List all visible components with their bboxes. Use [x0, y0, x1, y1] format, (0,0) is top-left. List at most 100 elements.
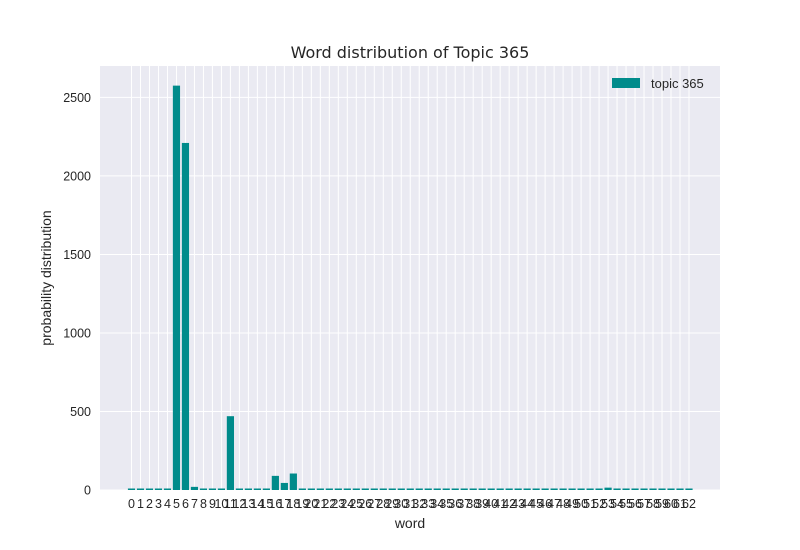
x-tick-label: 38: [466, 497, 480, 511]
bar-59: [658, 488, 666, 490]
bar-5: [172, 85, 181, 490]
legend-swatch: [612, 78, 640, 88]
bar-1: [136, 488, 145, 490]
bar-0: [127, 488, 136, 490]
x-tick-label: 12: [232, 497, 246, 511]
bar-44: [523, 488, 531, 490]
bar-56: [631, 488, 639, 490]
x-tick-label: 21: [313, 497, 327, 511]
bar-11: [226, 416, 235, 490]
x-tick-label: 1: [137, 497, 144, 511]
x-tick-label: 14: [250, 497, 264, 511]
x-tick-label: 29: [385, 497, 399, 511]
bar-43: [514, 488, 522, 490]
x-tick-labels: 0 1 2 3 4 5 6 7 8 9101112131415161718192021222324…: [128, 497, 696, 511]
x-tick-label: 31: [403, 497, 417, 511]
bar-29: [388, 488, 396, 490]
x-tick-label: 0: [128, 497, 135, 511]
bar-36: [451, 488, 459, 490]
bar-21: [316, 488, 324, 490]
bar-61: [676, 488, 684, 490]
x-tick-label: 13: [241, 497, 255, 511]
bar-17: [280, 482, 288, 490]
x-tick-label: 2: [146, 497, 153, 511]
x-tick-label: 22: [322, 497, 336, 511]
chart-title: Word distribution of Topic 365: [291, 43, 530, 62]
bar-51: [586, 488, 594, 490]
bar-8: [199, 488, 208, 490]
y-axis-label: probability distribution: [38, 210, 54, 345]
x-tick-label: 32: [412, 497, 426, 511]
x-tick-label: 52: [592, 497, 606, 511]
bar-57: [640, 488, 648, 490]
x-tick-label: 3: [155, 497, 162, 511]
bar-33: [424, 488, 432, 490]
x-tick-label: 8: [200, 497, 207, 511]
x-tick-label: 26: [358, 497, 372, 511]
x-tick-label: 43: [511, 497, 525, 511]
y-tick-label: 1000: [63, 326, 91, 340]
bar-48: [559, 488, 567, 490]
x-tick-label: 36: [448, 497, 462, 511]
bar-46: [541, 488, 549, 490]
x-tick-label: 30: [394, 497, 408, 511]
bar-50: [577, 488, 585, 490]
bar-14: [253, 488, 261, 490]
x-tick-label: 9: [209, 497, 216, 511]
x-tick-label: 34: [430, 497, 444, 511]
x-tick-label: 20: [304, 497, 318, 511]
x-tick-label: 51: [583, 497, 597, 511]
bar-55: [622, 488, 630, 490]
x-tick-label: 46: [538, 497, 552, 511]
bar-38: [469, 488, 477, 490]
bar-58: [649, 488, 657, 490]
bar-2: [145, 488, 154, 490]
bar-60: [667, 488, 675, 490]
x-tick-label: 50: [574, 497, 588, 511]
x-tick-label: 33: [421, 497, 435, 511]
bar-23: [334, 488, 342, 490]
x-tick-label: 62: [682, 497, 696, 511]
x-tick-label: 16: [268, 497, 282, 511]
bar-13: [244, 488, 252, 490]
bar-30: [397, 488, 405, 490]
x-tick-label: 60: [664, 497, 678, 511]
bar-27: [370, 488, 378, 490]
bar-25: [352, 488, 360, 490]
bar-9: [208, 488, 217, 490]
y-tick-label: 1500: [63, 248, 91, 262]
y-tick-label: 500: [70, 405, 91, 419]
x-tick-label: 25: [349, 497, 363, 511]
bar-15: [262, 488, 270, 490]
x-tick-label: 35: [439, 497, 453, 511]
x-tick-label: 15: [259, 497, 273, 511]
x-tick-label: 10: [214, 497, 228, 511]
x-tick-label: 7: [191, 497, 198, 511]
x-tick-label: 24: [340, 497, 354, 511]
bar-12: [235, 488, 243, 490]
x-tick-label: 27: [367, 497, 381, 511]
x-tick-label: 17: [277, 497, 291, 511]
bars: [127, 85, 693, 490]
bar-10: [217, 488, 226, 490]
x-tick-label: 49: [565, 497, 579, 511]
y-tick-label: 2000: [63, 169, 91, 183]
bar-4: [163, 488, 172, 490]
x-tick-label: 44: [520, 497, 534, 511]
bar-53: [604, 487, 612, 490]
bar-41: [496, 488, 504, 490]
x-tick-label: 28: [376, 497, 390, 511]
x-tick-label: 54: [610, 497, 624, 511]
y-tick-label: 0: [84, 484, 91, 498]
x-tick-label: 23: [331, 497, 345, 511]
y-tick-label: 2500: [63, 91, 91, 105]
x-tick-label: 42: [502, 497, 516, 511]
bar-40: [487, 488, 495, 490]
bar-19: [298, 488, 306, 490]
x-tick-label: 58: [646, 497, 660, 511]
x-tick-label: 56: [628, 497, 642, 511]
x-tick-label: 53: [601, 497, 615, 511]
bar-28: [379, 488, 387, 490]
bar-37: [460, 488, 468, 490]
